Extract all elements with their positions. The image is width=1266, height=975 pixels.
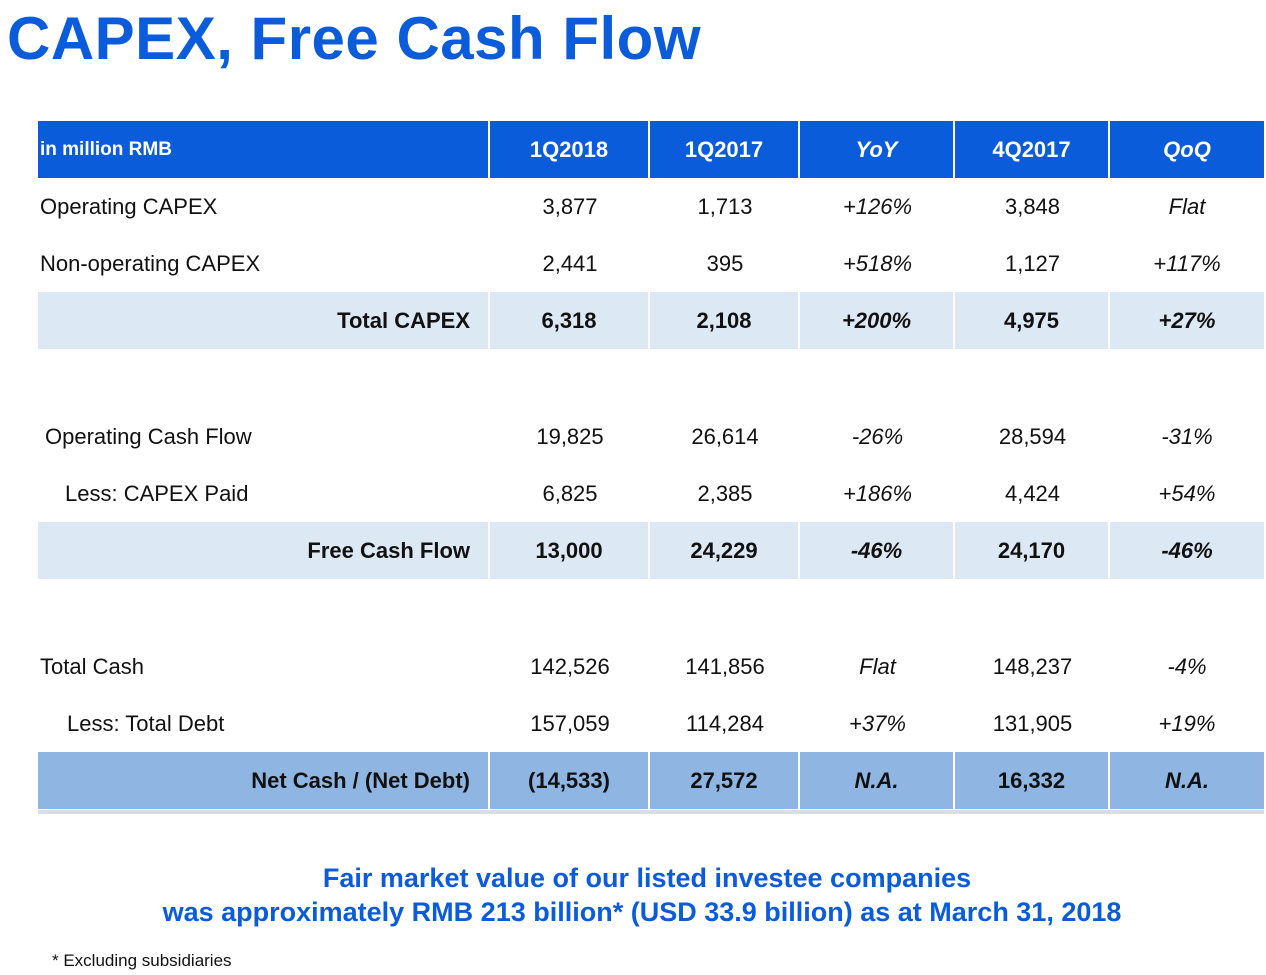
- row-label: Free Cash Flow: [38, 522, 490, 579]
- cell-qoq: -46%: [1110, 522, 1264, 579]
- cell-1q2017: 26,614: [691, 423, 759, 449]
- row-label: Non-operating CAPEX: [40, 250, 261, 276]
- cell-4q2017: 1,127: [1004, 250, 1061, 276]
- cell-qoq: +27%: [1110, 292, 1264, 349]
- cell-yoy: +200%: [800, 292, 955, 349]
- cell-1q2017: 2,108: [650, 292, 800, 349]
- cell-1q2017: 27,572: [650, 752, 800, 809]
- cell-4q2017: 4,975: [955, 292, 1110, 349]
- cell-yoy: -46%: [800, 522, 955, 579]
- table-row-operating-cash-flow: Operating Cash Flow 19,825 26,614 -26% 2…: [38, 408, 1264, 465]
- cell-1q2018: 142,526: [530, 653, 610, 679]
- spacer: [38, 579, 1264, 638]
- cell-1q2017: 2,385: [697, 480, 753, 506]
- capex-fcf-table: in million RMB 1Q2018 1Q2017 YoY 4Q2017 …: [38, 121, 1264, 809]
- table-row-total-debt: Less: Total Debt 157,059 114,284 +37% 13…: [38, 695, 1264, 752]
- cell-qoq: +117%: [1153, 250, 1221, 276]
- cell-yoy: +126%: [842, 193, 913, 219]
- page-title: CAPEX, Free Cash Flow: [7, 5, 701, 72]
- cell-1q2018: 13,000: [490, 522, 650, 579]
- cell-yoy: +518%: [842, 250, 913, 276]
- fair-value-note-line2: was approximately RMB 213 billion* (USD …: [162, 897, 1122, 927]
- cell-1q2018: (14,533): [490, 752, 650, 809]
- table-bottom-divider: [38, 810, 1264, 814]
- cell-yoy: Flat: [859, 653, 896, 679]
- row-label: Net Cash / (Net Debt): [38, 752, 490, 809]
- cell-qoq: N.A.: [1110, 752, 1264, 809]
- cell-1q2018: 2,441: [542, 250, 598, 276]
- cell-1q2017: 24,229: [650, 522, 800, 579]
- cell-qoq: Flat: [1168, 193, 1206, 219]
- table-row-operating-capex: Operating CAPEX 3,877 1,713 +126% 3,848 …: [38, 178, 1264, 235]
- cell-4q2017: 131,905: [992, 710, 1073, 736]
- row-label: Less: Total Debt: [67, 710, 225, 736]
- cell-1q2018: 6,825: [542, 480, 598, 506]
- table-row-total-capex: Total CAPEX 6,318 2,108 +200% 4,975 +27%: [38, 292, 1264, 349]
- cell-yoy: +37%: [849, 710, 906, 736]
- cell-1q2018: 19,825: [536, 423, 604, 449]
- cell-4q2017: 4,424: [1004, 480, 1061, 506]
- table-row-total-cash: Total Cash 142,526 141,856 Flat 148,237 …: [38, 638, 1264, 695]
- cell-1q2018: 6,318: [490, 292, 650, 349]
- row-label: Total CAPEX: [38, 292, 490, 349]
- table-row-net-cash: Net Cash / (Net Debt) (14,533) 27,572 N.…: [38, 752, 1264, 809]
- cell-qoq: -4%: [1167, 653, 1207, 679]
- cell-qoq: +54%: [1158, 480, 1216, 506]
- cell-1q2017: 114,284: [686, 710, 764, 736]
- table-header-row: in million RMB 1Q2018 1Q2017 YoY 4Q2017 …: [38, 121, 1264, 178]
- header-qoq: QoQ: [1110, 121, 1264, 178]
- header-1q2018: 1Q2018: [490, 121, 650, 178]
- cell-4q2017: 148,237: [992, 653, 1073, 679]
- row-label: Operating Cash Flow: [45, 423, 252, 449]
- header-1q2017: 1Q2017: [650, 121, 800, 178]
- row-label: Less: CAPEX Paid: [65, 480, 249, 506]
- cell-1q2018: 3,877: [542, 193, 598, 219]
- header-unit: in million RMB: [38, 121, 490, 178]
- cell-1q2017: 1,713: [697, 193, 753, 219]
- table-row-capex-paid: Less: CAPEX Paid 6,825 2,385 +186% 4,424…: [38, 465, 1264, 522]
- cell-4q2017: 16,332: [955, 752, 1110, 809]
- header-yoy: YoY: [800, 121, 955, 178]
- cell-qoq: -31%: [1161, 423, 1213, 449]
- cell-1q2017: 141,856: [685, 653, 765, 679]
- row-label: Total Cash: [40, 653, 144, 679]
- fair-value-note-line1: Fair market value of our listed investee…: [322, 863, 972, 893]
- cell-1q2018: 157,059: [530, 710, 610, 736]
- cell-4q2017: 24,170: [955, 522, 1110, 579]
- table-row-non-operating-capex: Non-operating CAPEX 2,441 395 +518% 1,12…: [38, 235, 1264, 292]
- cell-1q2017: 395: [706, 250, 744, 276]
- header-4q2017: 4Q2017: [955, 121, 1110, 178]
- row-label: Operating CAPEX: [40, 193, 218, 219]
- cell-yoy: N.A.: [800, 752, 955, 809]
- cell-yoy: +186%: [842, 480, 913, 506]
- cell-4q2017: 28,594: [998, 423, 1067, 449]
- footnote: * Excluding subsidiaries: [52, 951, 232, 970]
- spacer: [38, 349, 1264, 408]
- cell-4q2017: 3,848: [1004, 193, 1061, 219]
- cell-yoy: -26%: [851, 423, 904, 449]
- cell-qoq: +19%: [1158, 710, 1216, 736]
- table-row-free-cash-flow: Free Cash Flow 13,000 24,229 -46% 24,170…: [38, 522, 1264, 579]
